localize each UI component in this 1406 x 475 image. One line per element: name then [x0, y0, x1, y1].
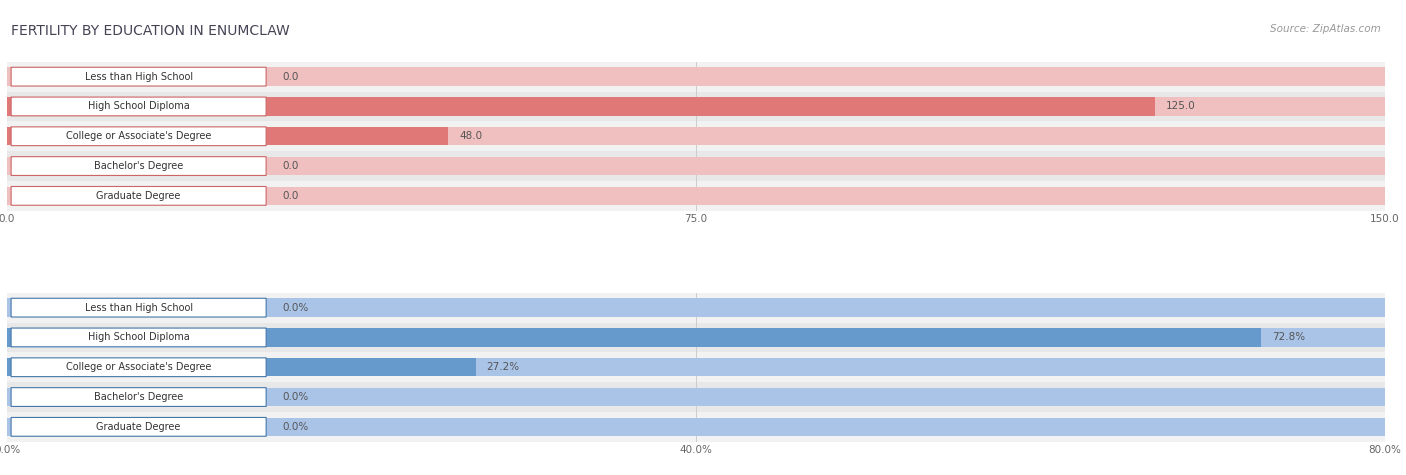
Bar [7, 157, 1385, 175]
Bar [7, 382, 1385, 412]
FancyBboxPatch shape [11, 127, 266, 146]
Bar [7, 352, 1385, 382]
Bar [7, 358, 1385, 377]
FancyBboxPatch shape [11, 388, 266, 407]
Bar [7, 67, 1385, 86]
Text: 0.0%: 0.0% [283, 303, 309, 313]
Bar [7, 97, 1156, 116]
Text: Graduate Degree: Graduate Degree [97, 422, 181, 432]
Bar [7, 418, 1385, 436]
Bar [7, 358, 475, 377]
Text: College or Associate's Degree: College or Associate's Degree [66, 131, 211, 141]
FancyBboxPatch shape [11, 67, 266, 86]
Bar [7, 328, 1385, 347]
Text: High School Diploma: High School Diploma [87, 102, 190, 112]
Bar [7, 127, 449, 145]
FancyBboxPatch shape [11, 418, 266, 436]
Text: 0.0%: 0.0% [283, 392, 309, 402]
FancyBboxPatch shape [11, 298, 266, 317]
Text: 125.0: 125.0 [1167, 102, 1197, 112]
Text: Less than High School: Less than High School [84, 303, 193, 313]
Text: Bachelor's Degree: Bachelor's Degree [94, 161, 183, 171]
Bar [7, 127, 1385, 145]
FancyBboxPatch shape [11, 97, 266, 116]
Bar [7, 293, 1385, 323]
Bar [7, 62, 1385, 92]
Text: 72.8%: 72.8% [1272, 332, 1305, 342]
Bar [7, 328, 1261, 347]
Text: Graduate Degree: Graduate Degree [97, 191, 181, 201]
FancyBboxPatch shape [11, 157, 266, 175]
Bar [7, 298, 1385, 317]
Bar [7, 151, 1385, 181]
Text: 0.0%: 0.0% [283, 422, 309, 432]
Text: 0.0: 0.0 [283, 191, 299, 201]
Bar [7, 388, 1385, 406]
FancyBboxPatch shape [11, 187, 266, 205]
Bar [7, 121, 1385, 151]
FancyBboxPatch shape [11, 358, 266, 377]
Text: FERTILITY BY EDUCATION IN ENUMCLAW: FERTILITY BY EDUCATION IN ENUMCLAW [11, 24, 290, 38]
Text: 0.0: 0.0 [283, 72, 299, 82]
Bar [7, 181, 1385, 211]
Text: 0.0: 0.0 [283, 161, 299, 171]
Text: High School Diploma: High School Diploma [87, 332, 190, 342]
Bar [7, 92, 1385, 121]
Text: College or Associate's Degree: College or Associate's Degree [66, 362, 211, 372]
Bar [7, 323, 1385, 352]
Text: 48.0: 48.0 [458, 131, 482, 141]
Text: Less than High School: Less than High School [84, 72, 193, 82]
Text: Source: ZipAtlas.com: Source: ZipAtlas.com [1270, 24, 1381, 34]
Text: 27.2%: 27.2% [486, 362, 520, 372]
Bar [7, 412, 1385, 442]
Text: Bachelor's Degree: Bachelor's Degree [94, 392, 183, 402]
Bar [7, 97, 1385, 116]
Bar [7, 187, 1385, 205]
FancyBboxPatch shape [11, 328, 266, 347]
